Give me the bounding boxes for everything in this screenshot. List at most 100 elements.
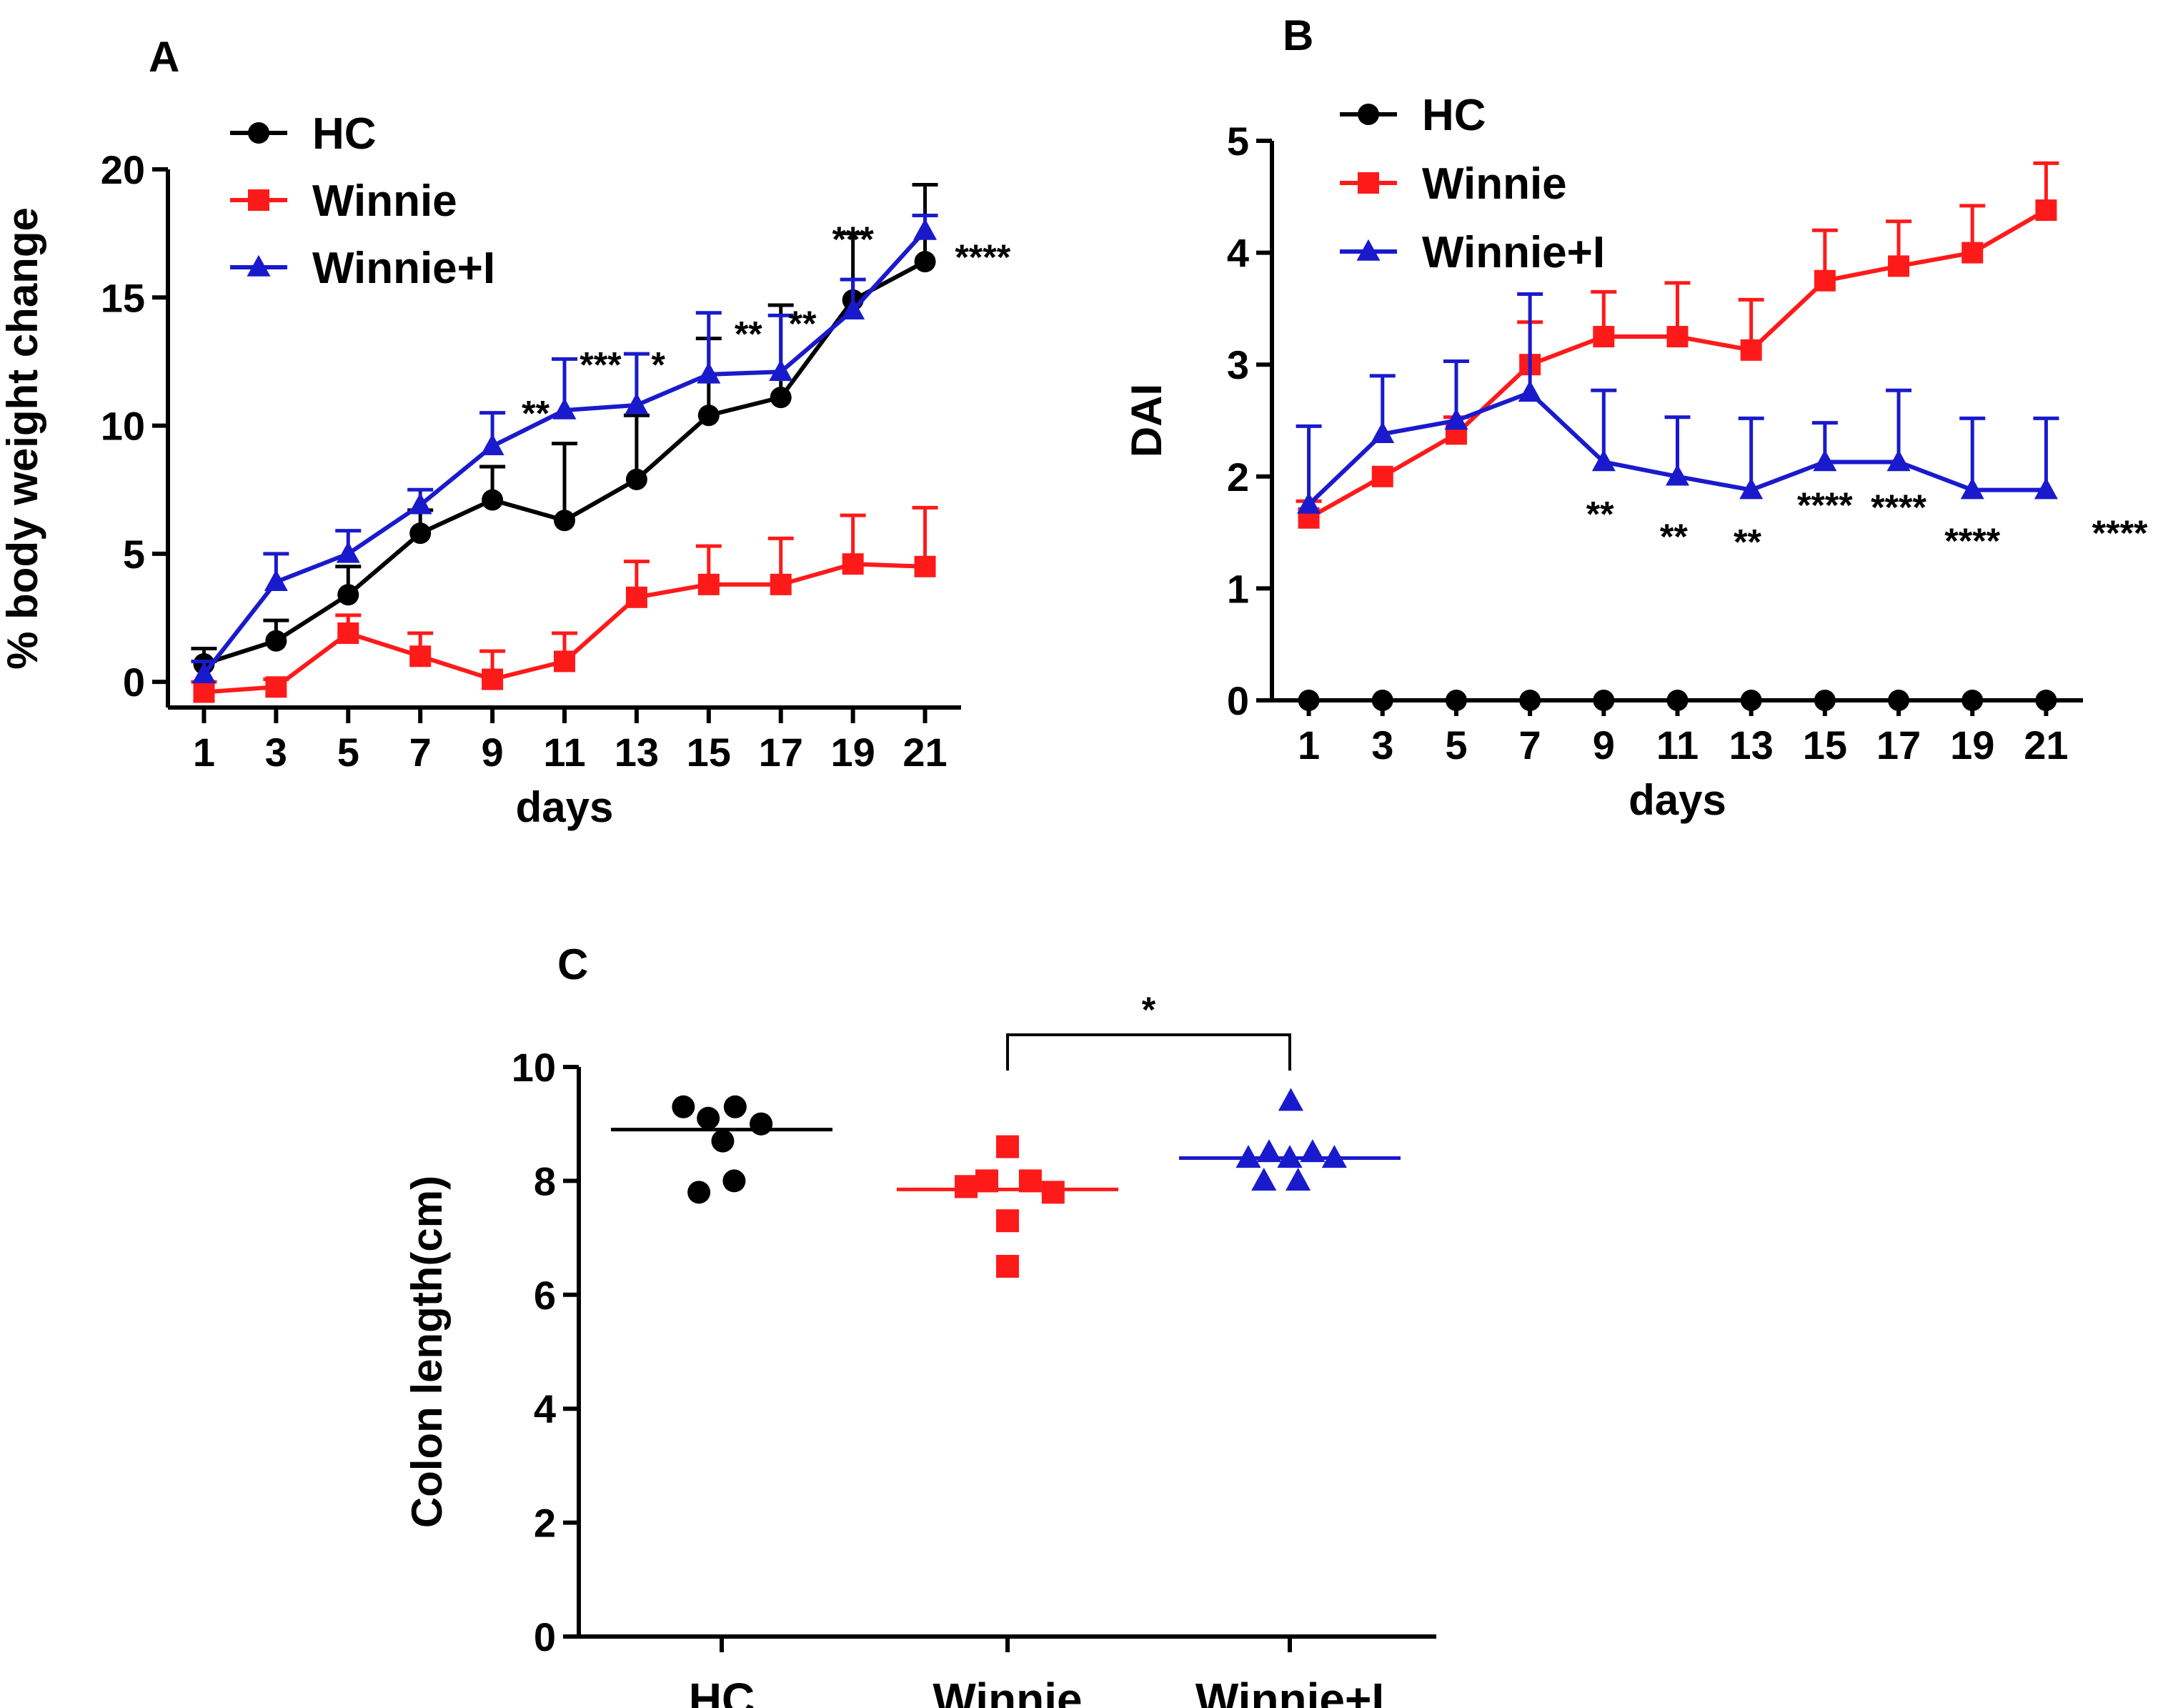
data-point [554, 510, 575, 532]
data-point [996, 1209, 1019, 1233]
significance-label: * [1142, 990, 1156, 1030]
category-label: HC [689, 1674, 755, 1708]
data-point [1445, 690, 1467, 711]
significance-label: ** [522, 394, 550, 434]
data-point [750, 1112, 773, 1136]
x-tick-label: 5 [337, 730, 359, 775]
data-point [1297, 492, 1321, 514]
y-tick-label: 3 [1227, 342, 1249, 387]
x-tick-label: 19 [1950, 723, 1994, 768]
panel-label: B [1283, 11, 1313, 59]
significance-label: **** [1871, 487, 1926, 527]
data-point [697, 573, 720, 595]
x-tick-label: 3 [1371, 723, 1393, 768]
series-winnie-i [191, 214, 938, 684]
series-winnie [1296, 161, 2059, 529]
data-point [1961, 690, 1984, 711]
legend-marker [247, 254, 271, 277]
significance-label: * [651, 345, 665, 385]
category-label: Winnie+I [1195, 1674, 1384, 1708]
x-axis-title: days [516, 783, 614, 831]
data-point [1888, 690, 1910, 711]
data-point [1888, 255, 1910, 277]
data-point [482, 489, 504, 511]
data-point [2034, 477, 2058, 500]
data-point [409, 522, 432, 545]
data-point [554, 650, 575, 672]
y-axis-title: % body weight change [0, 207, 46, 670]
y-axis-title: Colon length(cm) [403, 1176, 451, 1528]
data-point [770, 387, 792, 409]
data-point [1740, 690, 1762, 711]
x-tick-label: 15 [1803, 723, 1847, 768]
y-tick-label: 2 [534, 1501, 556, 1546]
significance-label: ** [1660, 517, 1688, 557]
legend-label: Winnie [312, 177, 457, 226]
legend-marker [1358, 104, 1379, 125]
legend-label: HC [312, 109, 377, 159]
significance-label: ** [1586, 494, 1614, 534]
data-point [1444, 408, 1468, 430]
data-point [722, 1169, 746, 1193]
data-point [1519, 690, 1541, 711]
data-point [1593, 326, 1615, 348]
data-point [770, 573, 792, 595]
data-point [1666, 326, 1689, 348]
significance-label: **** [955, 237, 1010, 277]
data-point [672, 1095, 695, 1118]
significance-bracket [1006, 1033, 1291, 1071]
significance-label: ** [1734, 522, 1761, 562]
data-point [1960, 477, 1984, 500]
data-point [1300, 1139, 1326, 1163]
data-point [1961, 242, 1984, 264]
x-tick-label: 9 [1593, 723, 1615, 768]
data-point [408, 492, 432, 515]
data-point [1518, 380, 1542, 402]
data-point [2035, 199, 2057, 222]
legend-marker [248, 122, 269, 144]
data-point [264, 570, 288, 592]
data-point [996, 1135, 1019, 1158]
data-point [625, 586, 647, 608]
data-point [1591, 450, 1616, 472]
data-point [1298, 690, 1320, 711]
y-tick-label: 4 [534, 1386, 556, 1431]
data-point [336, 541, 360, 563]
significance-label: **** [2092, 513, 2148, 553]
significance-label: ** [735, 314, 762, 354]
panel-c: 0 2 4 6 8 10 HC Winnie Winnie+I Colon length(cm) C… [403, 940, 1436, 1708]
x-tick-label: 19 [830, 730, 875, 775]
y-tick-label: 10 [512, 1045, 556, 1090]
data-point [723, 1095, 747, 1118]
x-tick-label: 9 [482, 730, 504, 775]
data-point [1666, 690, 1689, 711]
significance-label: **** [1797, 485, 1853, 525]
y-tick-label: 5 [1227, 119, 1249, 164]
y-tick-label: 0 [123, 660, 145, 705]
significance-label: *** [832, 219, 874, 259]
data-point [711, 1129, 735, 1153]
x-tick-label: 1 [1298, 723, 1320, 768]
data-point [192, 662, 216, 684]
data-point [914, 251, 936, 273]
data-point [1814, 269, 1836, 292]
y-tick-label: 20 [101, 147, 145, 192]
y-tick-label: 10 [101, 404, 145, 449]
data-point [1018, 1169, 1042, 1193]
data-point [996, 1254, 1019, 1278]
series-winnie [191, 505, 938, 703]
series-hc [611, 1095, 832, 1204]
y-tick-label: 15 [101, 275, 145, 320]
data-point [1666, 464, 1689, 486]
y-tick-label: 5 [123, 532, 145, 577]
legend-marker [1356, 239, 1381, 261]
data-point [482, 668, 504, 690]
legend-marker [1358, 172, 1379, 194]
y-tick-label: 2 [1227, 455, 1249, 500]
y-tick-label: 0 [534, 1614, 556, 1659]
data-point [914, 555, 936, 577]
series-winnie-i [1179, 1088, 1401, 1191]
